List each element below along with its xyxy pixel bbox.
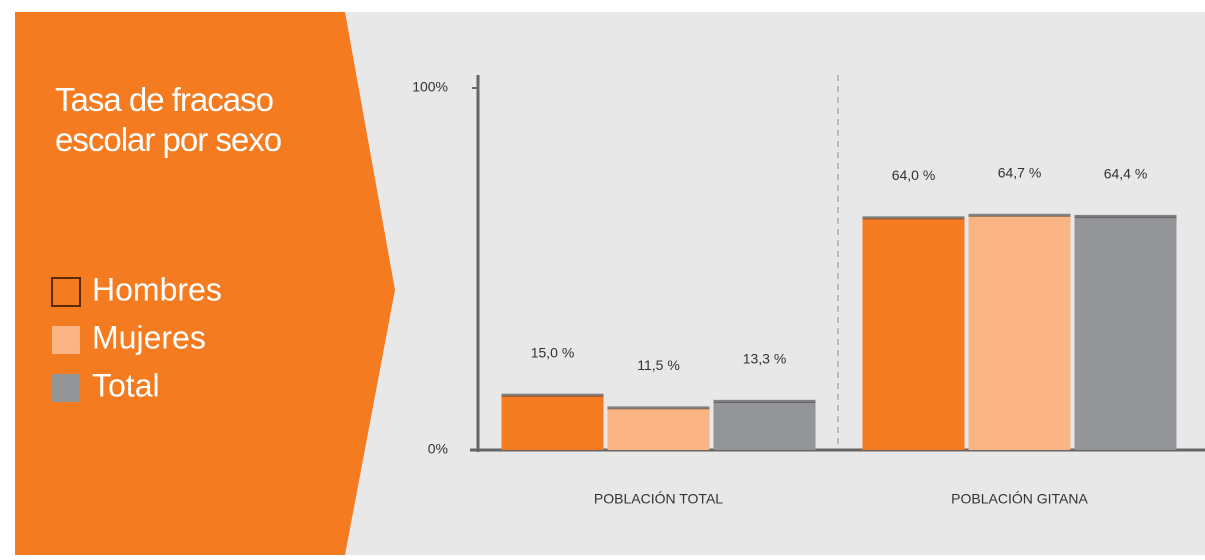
bar bbox=[862, 218, 965, 450]
value-label: 11,5 % bbox=[637, 357, 680, 373]
bar bbox=[1074, 216, 1177, 450]
y-tick-label: 0% bbox=[428, 441, 448, 457]
bar-top-edge bbox=[862, 216, 965, 220]
value-label: 15,0 % bbox=[531, 344, 575, 360]
value-label: 64,0 % bbox=[892, 167, 936, 183]
side-panel bbox=[15, 12, 395, 555]
bar-top-edge bbox=[968, 213, 1071, 217]
y-tick-label: 100% bbox=[412, 79, 448, 95]
x-tick-label: POBLACIÓN GITANA bbox=[951, 491, 1088, 507]
legend-swatch bbox=[52, 374, 80, 402]
bar bbox=[713, 401, 816, 450]
legend-label: Total bbox=[92, 367, 160, 403]
bar bbox=[607, 408, 710, 450]
legend-swatch bbox=[51, 277, 81, 307]
value-label: 13,3 % bbox=[743, 351, 787, 367]
value-label: 64,7 % bbox=[998, 164, 1042, 180]
bar-top-edge bbox=[1074, 214, 1177, 218]
x-tick-label: POBLACIÓN TOTAL bbox=[594, 491, 723, 507]
bar bbox=[501, 395, 604, 450]
bar-top-edge bbox=[713, 399, 816, 403]
legend-swatch bbox=[52, 326, 80, 354]
legend-label: Mujeres bbox=[92, 319, 206, 355]
bar-top-edge bbox=[501, 393, 604, 397]
bar-top-edge bbox=[607, 406, 710, 410]
value-label: 64,4 % bbox=[1104, 166, 1148, 182]
bar bbox=[968, 215, 1071, 450]
legend-label: Hombres bbox=[92, 271, 222, 307]
chart-title: Tasa de fracaso escolar por sexo bbox=[55, 81, 282, 158]
